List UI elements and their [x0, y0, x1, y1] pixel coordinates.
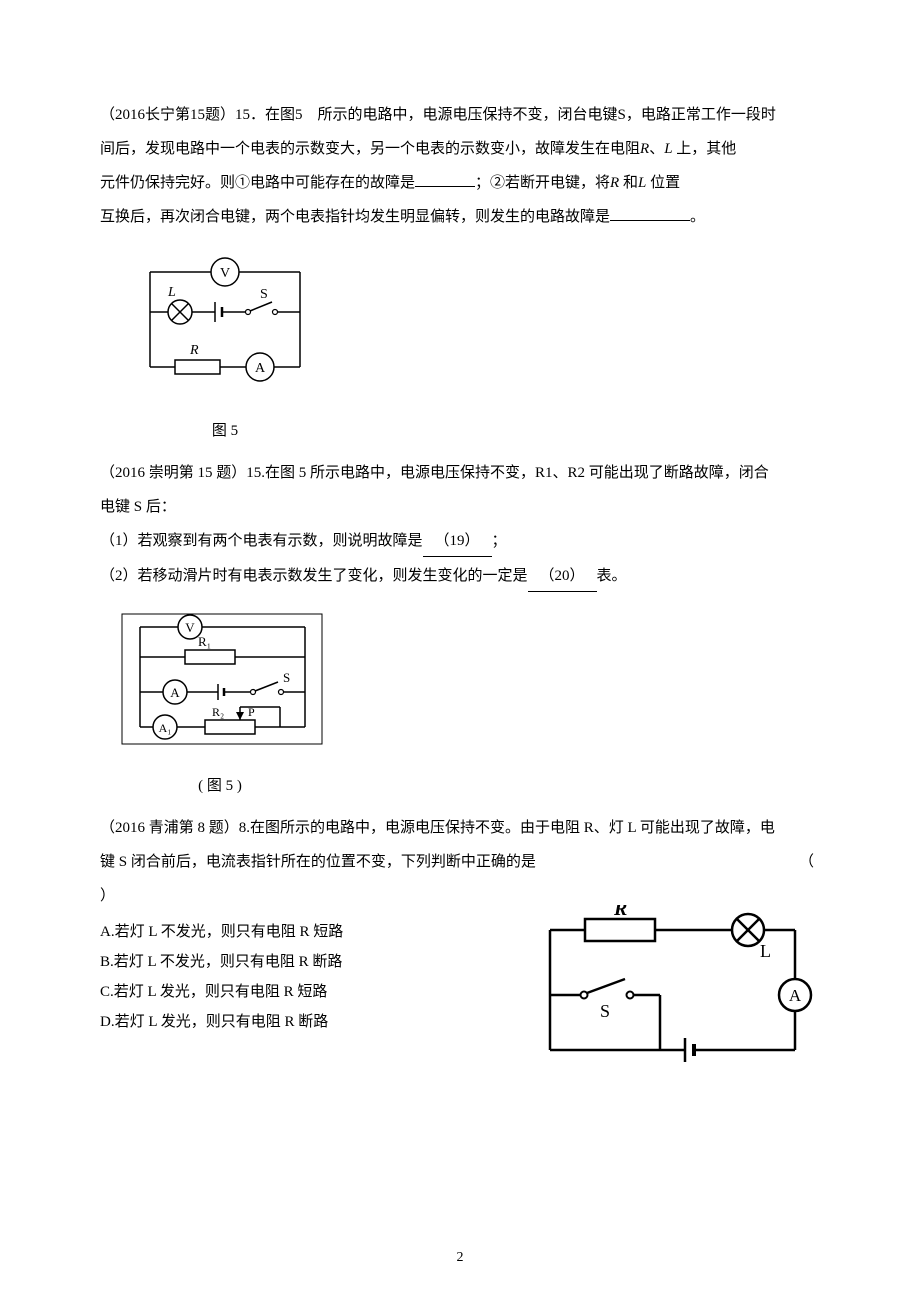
q3-diagram: R L A S [530, 905, 820, 1075]
svg-text:R: R [189, 343, 199, 358]
q1-line3: 元件仍保持完好。则①电路中可能存在的故障是；②若断开电键，将R 和L 位置 [100, 168, 820, 198]
svg-text:L: L [760, 941, 771, 961]
svg-text:S: S [283, 670, 290, 685]
q3-line1: （2016 青浦第 8 题）8.在图所示的电路中，电源电压保持不变。由于电阻 R… [100, 813, 820, 843]
question-3: （2016 青浦第 8 题）8.在图所示的电路中，电源电压保持不变。由于电阻 R… [100, 813, 820, 1075]
blank-2 [610, 203, 690, 221]
svg-text:R₁: R₁ [198, 634, 211, 649]
blank-1 [415, 169, 475, 187]
q1-line4: 互换后，再次闭合电键，两个电表指针均发生明显偏转，则发生的电路故障是。 [100, 202, 820, 232]
svg-text:V: V [220, 266, 230, 281]
question-2: （2016 崇明第 15 题）15.在图 5 所示电路中，电源电压保持不变，R1… [100, 458, 820, 801]
q3-line2: 键 S 闭合前后，电流表指针所在的位置不变，下列判断中正确的是 （ [100, 847, 820, 877]
svg-text:S: S [600, 1001, 610, 1021]
page-number: 2 [0, 1244, 920, 1272]
q2-line2: 电键 S 后： [100, 492, 820, 522]
svg-text:L: L [167, 285, 176, 300]
paren-open: （ [799, 847, 820, 877]
q1-line2: 间后，发现电路中一个电表的示数变大，另一个电表的示数变小，故障发生在电阻R、L … [100, 134, 820, 164]
q2-sub2: （2）若移动滑片时有电表示数发生了变化，则发生变化的一定是（20）表。 [100, 561, 820, 592]
svg-text:A: A [789, 986, 802, 1005]
q1-line1: （2016长宁第15题）15．在图5 所示的电路中，电源电压保持不变，闭台电键S… [100, 107, 776, 123]
q1-caption: 图 5 [120, 416, 330, 446]
q2-caption: ( 图 5 ) [120, 771, 320, 801]
q1-text: （2016长宁第15题）15．在图5 所示的电路中，电源电压保持不变，闭台电键S… [100, 100, 820, 130]
svg-text:S: S [260, 287, 268, 302]
q2-line1: （2016 崇明第 15 题）15.在图 5 所示电路中，电源电压保持不变，R1… [100, 458, 820, 488]
svg-text:P: P [248, 705, 255, 719]
svg-text:A: A [255, 361, 266, 376]
q2-diagram: V R₁ A S [120, 612, 820, 801]
blank-19: （19） [423, 526, 492, 557]
q2-sub1: （1）若观察到有两个电表有示数，则说明故障是（19）； [100, 526, 820, 557]
svg-text:A: A [170, 685, 180, 700]
svg-text:R₂: R₂ [212, 705, 224, 719]
q1-diagram: V L S [120, 252, 820, 446]
svg-text:R: R [613, 905, 627, 920]
question-1: （2016长宁第15题）15．在图5 所示的电路中，电源电压保持不变，闭台电键S… [100, 100, 820, 446]
svg-text:V: V [185, 620, 195, 635]
blank-20: （20） [528, 561, 597, 592]
svg-text:A₁: A₁ [159, 721, 172, 735]
